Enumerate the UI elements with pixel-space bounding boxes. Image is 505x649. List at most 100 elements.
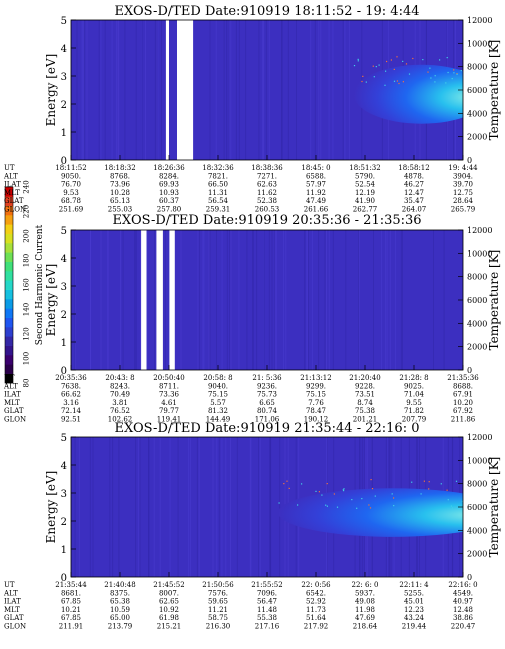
table-cell: 207.79: [402, 416, 427, 424]
spectrogram-streak: [89, 437, 91, 577]
spectrogram-streak: [246, 230, 248, 370]
intensity-speckle: [368, 504, 370, 506]
spectrogram-streak: [154, 230, 155, 370]
intensity-speckle: [343, 488, 345, 490]
table-cell: 9228.: [355, 382, 375, 390]
table-cell: 51.64: [306, 614, 327, 622]
table-row-name: ALT: [3, 172, 18, 180]
intensity-speckle: [445, 82, 447, 84]
table-cell: 21:28: 8: [399, 374, 428, 382]
table-cell: 260.53: [255, 206, 280, 214]
table-cell: 8375.: [110, 589, 130, 597]
table-cell: 4.61: [161, 399, 177, 407]
table-cell: 18:18:32: [104, 164, 135, 172]
table-cell: 211.86: [451, 416, 476, 424]
table-cell: 12.19: [355, 189, 375, 197]
spectrogram-streak: [310, 20, 312, 160]
intensity-feature: [353, 64, 463, 124]
table-cell: 71.82: [404, 407, 424, 415]
spectrogram-streak: [259, 437, 261, 577]
table-cell: 7638.: [61, 382, 81, 390]
spectrogram-streak: [318, 230, 320, 370]
table-cell: 12.48: [453, 606, 473, 614]
spectrogram-streak: [145, 20, 146, 160]
table-cell: 67.91: [453, 391, 473, 399]
intensity-speckle: [362, 75, 364, 77]
spectrogram-streak: [261, 20, 263, 160]
table-cell: 55.38: [257, 614, 277, 622]
table-cell: 21:20:40: [349, 374, 380, 382]
spectrogram-streak: [281, 20, 283, 160]
table-cell: 11.62: [257, 189, 277, 197]
table-row-name: GLAT: [4, 407, 24, 415]
spectrogram-streak: [189, 437, 191, 577]
table-cell: 18:26:36: [153, 164, 185, 172]
intensity-speckle: [318, 491, 320, 493]
spectrogram-streak: [328, 20, 330, 160]
colorbar-tick-label: 140: [23, 303, 31, 316]
table-cell: 61.98: [159, 614, 179, 622]
intensity-speckle: [451, 507, 454, 509]
spectrogram-streak: [258, 437, 260, 577]
table-cell: 66.50: [208, 181, 228, 189]
table-cell: 5790.: [355, 172, 375, 180]
table-cell: 22: 6: 0: [352, 581, 379, 589]
intensity-speckle: [422, 59, 424, 61]
table-cell: 12.23: [404, 606, 424, 614]
spectrogram-streak: [287, 20, 289, 160]
spectrogram-streak: [74, 230, 76, 370]
table-cell: 119.41: [157, 416, 182, 424]
y2-tick-label: 6000: [467, 296, 487, 305]
y-tick-label: 5: [61, 226, 67, 237]
table-cell: 5937.: [355, 589, 375, 597]
intensity-speckle: [390, 59, 392, 61]
spectrogram-streak: [221, 230, 223, 370]
spectrogram-streak: [153, 437, 155, 577]
table-cell: 80.74: [257, 407, 278, 415]
spectrogram-streak: [305, 230, 307, 370]
colorbar-tick-label: 240: [23, 180, 31, 193]
table-cell: 52.54: [355, 181, 376, 189]
table-cell: 8243.: [110, 382, 130, 390]
y-tick-label: 2: [61, 100, 67, 111]
table-cell: 20:50:40: [153, 374, 184, 382]
table-cell: 22: 0:56: [301, 581, 331, 589]
spectrogram-streak: [111, 20, 113, 160]
table-cell: 56.54: [208, 197, 229, 205]
spectrogram-streak: [381, 230, 383, 370]
spectrogram-streak: [229, 230, 230, 370]
table-cell: 261.66: [304, 206, 329, 214]
colorbar-tick-label: 180: [23, 254, 31, 267]
table-cell: 19: 4:44: [448, 164, 478, 172]
table-cell: 43.24: [404, 614, 425, 622]
spectrogram-streak: [135, 230, 137, 370]
table-cell: 9299.: [306, 382, 326, 390]
intensity-speckle: [412, 57, 414, 60]
spectrogram-streak: [386, 230, 388, 370]
table-cell: 47.49: [306, 197, 326, 205]
spectrogram-streak: [141, 20, 143, 160]
table-row-name: ALT: [3, 382, 18, 390]
table-cell: 264.07: [402, 206, 427, 214]
table-cell: 213.79: [108, 623, 133, 631]
table-cell: 28.64: [453, 197, 474, 205]
table-cell: 216.30: [206, 623, 231, 631]
intensity-speckle: [385, 70, 387, 72]
y2-tick-label: 10000: [467, 249, 492, 258]
table-cell: 75.15: [306, 391, 326, 399]
table-cell: 8.74: [357, 399, 373, 407]
intensity-speckle: [439, 59, 441, 61]
intensity-speckle: [361, 80, 363, 83]
table-cell: 47.69: [355, 614, 375, 622]
y2-tick-label: 4000: [467, 109, 487, 118]
table-cell: 10.21: [61, 606, 81, 614]
intensity-speckle: [430, 77, 432, 79]
table-row-name: GLAT: [4, 614, 24, 622]
intensity-speckle: [286, 480, 288, 482]
table-cell: 190.12: [304, 416, 329, 424]
intensity-speckle: [386, 60, 388, 63]
table-cell: 66.62: [61, 391, 81, 399]
y-tick-label: 2: [61, 517, 67, 528]
spectrogram-streak: [252, 230, 254, 370]
intensity-speckle: [429, 67, 431, 69]
